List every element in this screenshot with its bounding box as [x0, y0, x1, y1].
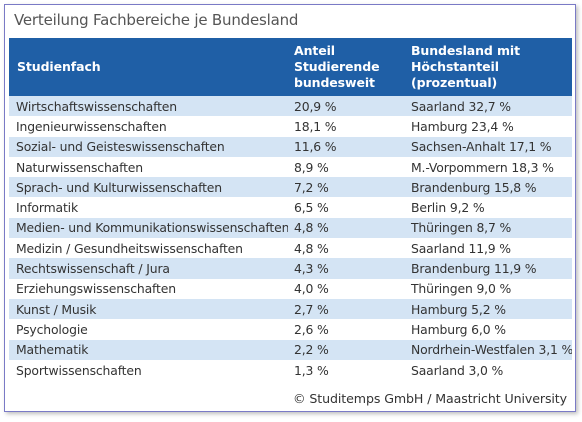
table-row: Wirtschaftswissenschaften 20,9 % Saarland …: [9, 96, 572, 117]
cell-bundesland: Thüringen 9,0 %: [405, 278, 572, 299]
column-header-anteil: Anteil Studierende bundesweit: [288, 38, 405, 96]
cell-studienfach: Kunst / Musik: [9, 298, 288, 320]
cell-anteil: 18,1 %: [288, 116, 405, 137]
table-row: Psychologie 2,6 % Hamburg 6,0 %: [9, 319, 572, 340]
cell-anteil: 4,8 %: [288, 238, 405, 259]
table-header: Studienfach Anteil Studierende bundeswei…: [9, 38, 572, 96]
cell-studienfach: Informatik: [9, 197, 288, 218]
cell-anteil: 8,9 %: [288, 156, 405, 178]
table-row: Naturwissenschaften 8,9 % M.-Vorpommern 18…: [9, 156, 572, 178]
cell-bundesland: Hamburg 5,2 %: [405, 298, 572, 320]
table-row: Medien- und Kommunikationswissenschaften…: [9, 217, 572, 239]
table-card: Verteilung Fachbereiche je Bundesland St…: [4, 4, 576, 412]
table-row: Ingenieurwissenschaften 18,1 % Hamburg 23,…: [9, 116, 572, 137]
cell-studienfach: Medien- und Kommunikationswissenschaften: [9, 217, 288, 239]
cell-studienfach: Ingenieurwissenschaften: [9, 116, 288, 137]
cell-bundesland: Berlin 9,2 %: [405, 197, 572, 218]
cell-anteil: 4,3 %: [288, 258, 405, 279]
column-header-bundesland: Bundesland mit Höchstanteil (prozentual): [405, 38, 572, 96]
table-row: Kunst / Musik 2,7 % Hamburg 5,2 %: [9, 298, 572, 320]
cell-bundesland: Hamburg 6,0 %: [405, 319, 572, 340]
cell-bundesland: Saarland 3,0 %: [405, 359, 572, 381]
cell-bundesland: M.-Vorpommern 18,3 %: [405, 156, 572, 178]
table-row: Sportwissenschaften 1,3 % Saarland 3,0 %: [9, 359, 572, 381]
table-row: Sozial- und Geisteswissenschaften 11,6 % S…: [9, 136, 572, 157]
cell-studienfach: Sprach- und Kulturwissenschaften: [9, 177, 288, 198]
table-row: Mathematik 2,2 % Nordrhein-Westfalen 3,1 %: [9, 339, 572, 360]
cell-bundesland: Hamburg 23,4 %: [405, 116, 572, 137]
cell-anteil: 1,3 %: [288, 359, 405, 381]
cell-studienfach: Psychologie: [9, 319, 288, 340]
table-row: Sprach- und Kulturwissenschaften 7,2 % Bra…: [9, 177, 572, 198]
cell-anteil: 11,6 %: [288, 136, 405, 157]
page-title: Verteilung Fachbereiche je Bundesland: [14, 11, 299, 29]
cell-anteil: 2,6 %: [288, 319, 405, 340]
cell-anteil: 4,0 %: [288, 278, 405, 299]
copyright-footer: © Studitemps GmbH / Maastricht Universit…: [292, 391, 567, 406]
cell-bundesland: Brandenburg 11,9 %: [405, 258, 572, 279]
cell-anteil: 7,2 %: [288, 177, 405, 198]
cell-anteil: 4,8 %: [288, 217, 405, 239]
table-body: Wirtschaftswissenschaften 20,9 % Saarland …: [9, 96, 572, 381]
cell-studienfach: Rechtswissenschaft / Jura: [9, 258, 288, 279]
cell-studienfach: Sportwissenschaften: [9, 359, 288, 381]
table-row: Erziehungswissenschaften 4,0 % Thüringen 9…: [9, 278, 572, 299]
cell-anteil: 6,5 %: [288, 197, 405, 218]
cell-studienfach: Medizin / Gesundheitswissenschaften: [9, 238, 288, 259]
cell-anteil: 20,9 %: [288, 96, 405, 117]
table-row: Informatik 6,5 % Berlin 9,2 %: [9, 197, 572, 218]
cell-studienfach: Erziehungswissenschaften: [9, 278, 288, 299]
cell-anteil: 2,7 %: [288, 298, 405, 320]
column-header-studienfach: Studienfach: [9, 38, 288, 96]
table-header-row: Studienfach Anteil Studierende bundeswei…: [9, 38, 572, 96]
cell-studienfach: Sozial- und Geisteswissenschaften: [9, 136, 288, 157]
cell-anteil: 2,2 %: [288, 339, 405, 360]
cell-bundesland: Brandenburg 15,8 %: [405, 177, 572, 198]
table-row: Medizin / Gesundheitswissenschaften 4,8 %…: [9, 238, 572, 259]
data-table: Studienfach Anteil Studierende bundeswei…: [9, 38, 572, 381]
cell-studienfach: Naturwissenschaften: [9, 156, 288, 178]
cell-bundesland: Saarland 32,7 %: [405, 96, 572, 117]
table-row: Rechtswissenschaft / Jura 4,3 % Brandenbur…: [9, 258, 572, 279]
cell-studienfach: Wirtschaftswissenschaften: [9, 96, 288, 117]
cell-bundesland: Sachsen-Anhalt 17,1 %: [405, 136, 572, 157]
cell-bundesland: Saarland 11,9 %: [405, 238, 572, 259]
cell-bundesland: Thüringen 8,7 %: [405, 217, 572, 239]
cell-studienfach: Mathematik: [9, 339, 288, 360]
cell-bundesland: Nordrhein-Westfalen 3,1 %: [405, 339, 572, 360]
